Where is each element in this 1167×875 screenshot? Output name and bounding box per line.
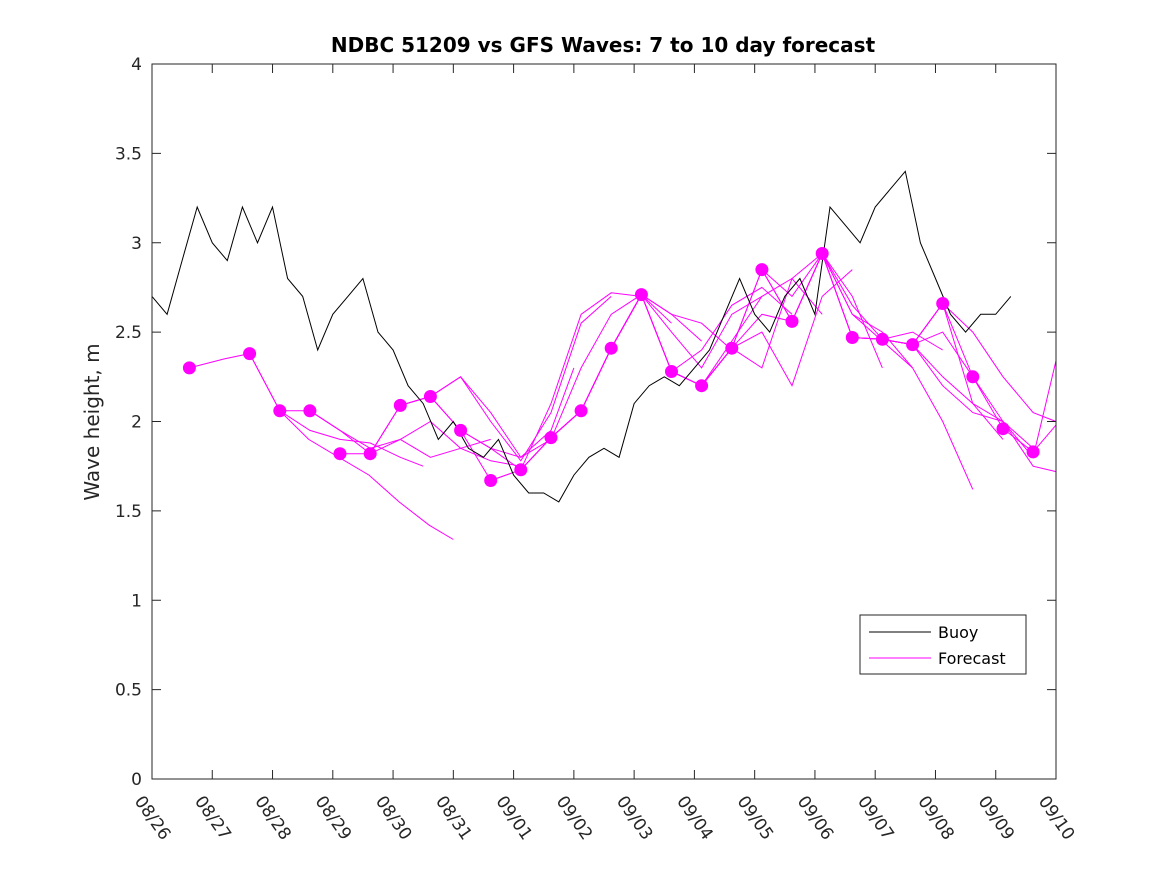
forecast-marker (1026, 445, 1040, 459)
legend: Buoy Forecast (859, 614, 1027, 675)
legend-buoy-label: Buoy (938, 623, 978, 642)
forecast-marker (363, 447, 377, 461)
forecast-marker (815, 247, 829, 260)
y-tick-label: 1.5 (115, 502, 142, 522)
y-tick-label: 0 (131, 770, 142, 790)
forecast-marker (393, 398, 407, 412)
forecast-series-line-24 (912, 331, 1057, 459)
y-tick-label: 2.5 (115, 323, 142, 343)
forecast-marker (725, 341, 739, 355)
forecast-marker (574, 404, 588, 418)
forecast-marker (966, 370, 980, 384)
legend-forecast-label: Forecast (938, 649, 1006, 668)
y-axis-ticks: 0 0.5 1 1.5 2 2.5 3 3.5 4 (115, 55, 1056, 790)
forecast-series-line-4 (309, 410, 521, 467)
forecast-marker (604, 341, 618, 355)
forecast-marker (936, 297, 950, 310)
y-axis-label: Wave height, m (80, 343, 104, 500)
forecast-marker (333, 447, 347, 461)
forecast-marker (665, 365, 678, 378)
forecast-marker (423, 390, 437, 403)
y-tick-label: 3 (131, 234, 142, 254)
forecast-marker (544, 431, 558, 445)
forecast-series-line-18 (731, 252, 974, 490)
chart-title: NDBC 51209 vs GFS Waves: 7 to 10 day for… (331, 33, 876, 57)
forecast-marker (906, 338, 920, 352)
y-tick-label: 4 (131, 55, 142, 75)
forecast-marker (996, 422, 1010, 436)
forecast-marker (182, 361, 196, 375)
forecast-marker (695, 379, 709, 393)
forecast-marker (273, 404, 287, 418)
forecast-series-line-1 (189, 353, 454, 540)
y-tick-label: 2 (131, 413, 142, 433)
forecast-marker (514, 463, 528, 477)
forecast-marker (785, 314, 799, 328)
y-tick-label: 1 (131, 591, 142, 611)
forecast-marker (454, 423, 468, 437)
forecast-marker (634, 288, 648, 302)
buoy-series-line (151, 170, 1012, 503)
forecast-marker (845, 331, 859, 344)
y-tick-label: 0.5 (115, 681, 142, 701)
legend-box (859, 614, 1027, 675)
forecast-marker (243, 347, 257, 361)
y-tick-label: 3.5 (115, 144, 142, 164)
forecast-marker (303, 404, 317, 418)
forecast-marker (875, 332, 889, 346)
forecast-marker (484, 474, 498, 487)
forecast-marker (755, 263, 769, 277)
